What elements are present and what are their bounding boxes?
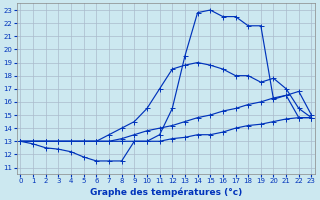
X-axis label: Graphe des températures (°c): Graphe des températures (°c) <box>90 187 242 197</box>
